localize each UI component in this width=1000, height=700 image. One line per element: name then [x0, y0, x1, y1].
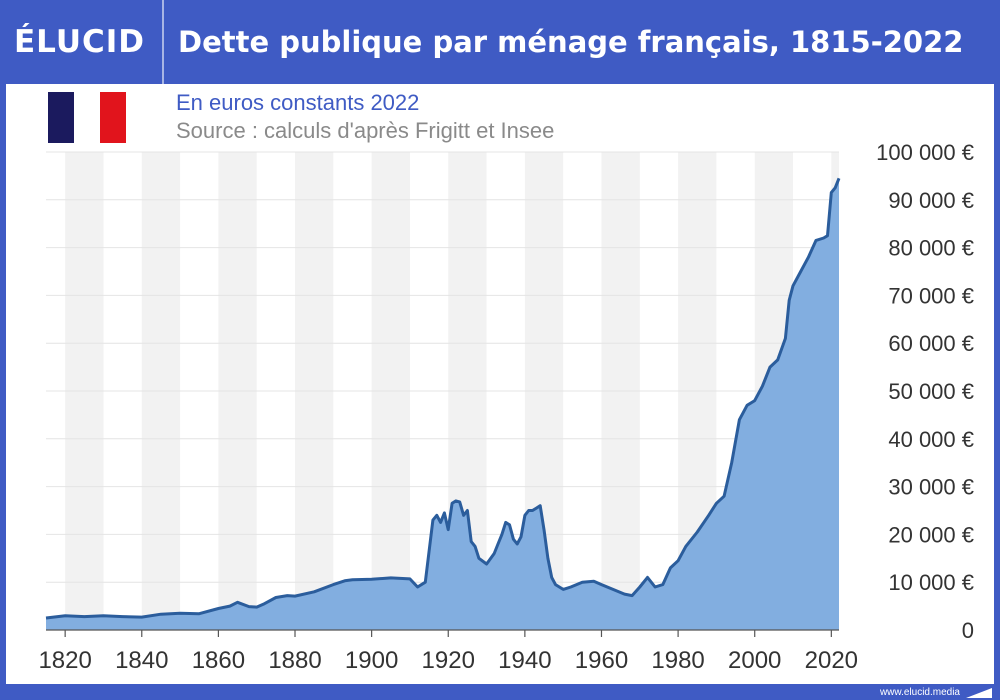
y-tick-label: 100 000 € — [876, 140, 974, 165]
x-tick-label: 1960 — [575, 647, 628, 674]
y-tick-label: 90 000 € — [888, 188, 974, 213]
area-chart: 1820 1840 1860 1880 1900 1920 1940 1960 1980 2000… — [38, 140, 974, 674]
y-tick-label: 0 — [962, 618, 974, 643]
chart-panel: En euros constants 2022 Source : calculs… — [6, 84, 994, 684]
flag-red-stripe — [100, 92, 126, 143]
x-tick-label: 1900 — [345, 647, 398, 674]
y-tick-label: 60 000 € — [888, 331, 974, 356]
y-tick-label: 30 000 € — [888, 475, 974, 500]
chart-title: Dette publique par ménage français, 1815… — [178, 25, 964, 59]
x-tick-label: 1820 — [38, 647, 91, 674]
x-tick-label: 1920 — [422, 647, 475, 674]
flag-blue-stripe — [48, 92, 74, 143]
x-tick-label: 2000 — [728, 647, 781, 674]
header-bar: ÉLUCID Dette publique par ménage françai… — [0, 0, 1000, 84]
header-divider — [162, 0, 164, 84]
y-tick-label: 40 000 € — [888, 427, 974, 452]
y-tick-label: 10 000 € — [888, 570, 974, 595]
flag-white-stripe — [74, 92, 100, 143]
x-tick-label: 2020 — [805, 647, 858, 674]
france-flag-icon — [48, 92, 126, 143]
area-fill — [46, 178, 839, 631]
y-tick-label: 50 000 € — [888, 379, 974, 404]
x-tick-label: 1840 — [115, 647, 168, 674]
chart-source: Source : calculs d'après Frigitt et Inse… — [176, 118, 555, 143]
y-tick-label: 20 000 € — [888, 522, 974, 547]
y-tick-label: 70 000 € — [888, 283, 974, 308]
x-tick-label: 1860 — [192, 647, 245, 674]
chart-subtitle: En euros constants 2022 — [176, 90, 420, 115]
footer-url[interactable]: www.elucid.media — [879, 687, 960, 698]
x-tick-label: 1980 — [651, 647, 704, 674]
elucid-logo[interactable]: ÉLUCID — [14, 24, 146, 60]
elucid-mark-icon — [966, 688, 992, 698]
x-tick-label: 1880 — [268, 647, 321, 674]
series-line — [45, 177, 841, 620]
y-tick-label: 80 000 € — [888, 236, 974, 261]
x-tick-label: 1940 — [498, 647, 551, 674]
